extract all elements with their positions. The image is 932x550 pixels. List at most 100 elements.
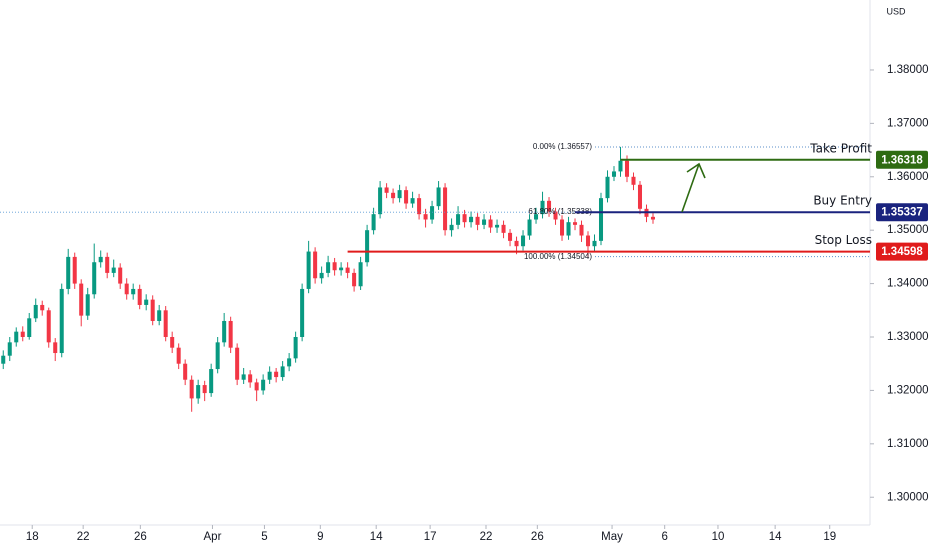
candle-body bbox=[534, 214, 539, 220]
candle-body bbox=[124, 283, 129, 295]
candle-body bbox=[261, 379, 266, 391]
candle-body bbox=[358, 262, 363, 287]
candle-body bbox=[514, 240, 519, 247]
arrow-shaft bbox=[681, 163, 700, 213]
candle-body bbox=[495, 224, 500, 228]
candle-body bbox=[202, 385, 207, 394]
candle-body bbox=[449, 224, 454, 231]
candle-body bbox=[254, 382, 259, 391]
candle-body bbox=[391, 192, 396, 199]
candle-body bbox=[53, 342, 58, 354]
x-tick-label: 22 bbox=[77, 531, 90, 543]
x-tick-label: 19 bbox=[823, 531, 836, 543]
candle-body bbox=[404, 190, 409, 204]
x-tick-label: 6 bbox=[661, 531, 667, 543]
x-tick-label: Apr bbox=[204, 531, 222, 543]
x-tick-label: 10 bbox=[712, 531, 725, 543]
candle-body bbox=[176, 347, 181, 364]
candle-body bbox=[20, 331, 25, 338]
x-tick-label: 9 bbox=[317, 531, 323, 543]
candle-body bbox=[7, 342, 12, 356]
level-name: Take Profit bbox=[809, 141, 872, 155]
candle-body bbox=[326, 262, 331, 273]
candle-body bbox=[443, 187, 448, 231]
x-tick-label: 22 bbox=[480, 531, 493, 543]
candle-body bbox=[585, 235, 591, 247]
candle-body bbox=[137, 288, 142, 305]
candle-body bbox=[274, 371, 279, 378]
candle-body bbox=[267, 371, 272, 380]
candle-body bbox=[293, 337, 298, 359]
candle-body bbox=[85, 294, 90, 316]
candle-body bbox=[637, 184, 643, 209]
candle-body bbox=[163, 310, 168, 338]
candle-body bbox=[618, 160, 623, 172]
candle-body bbox=[228, 320, 233, 348]
candle-body bbox=[650, 216, 656, 220]
y-tick-label: 1.38000 bbox=[887, 64, 929, 76]
level-name: Buy Entry bbox=[813, 194, 872, 208]
candle-body bbox=[189, 379, 194, 399]
candle-body bbox=[33, 304, 38, 319]
candle-body bbox=[378, 187, 383, 215]
x-tick-label: 26 bbox=[531, 531, 544, 543]
candle-body bbox=[423, 214, 428, 220]
candle-body bbox=[475, 216, 480, 225]
candle-body bbox=[157, 310, 162, 321]
candle-body bbox=[540, 200, 545, 215]
candle-body bbox=[59, 288, 64, 354]
candle-body bbox=[222, 320, 227, 343]
candle-body bbox=[287, 358, 292, 367]
candle-body bbox=[280, 366, 285, 378]
price-tag-label: 1.34598 bbox=[881, 246, 923, 258]
y-tick-label: 1.34000 bbox=[887, 278, 929, 290]
candle-body bbox=[196, 385, 201, 399]
candle-body bbox=[40, 304, 45, 311]
candle-body bbox=[118, 267, 123, 284]
candle-body bbox=[605, 176, 610, 199]
candle-body bbox=[631, 176, 636, 185]
candle-body bbox=[624, 160, 630, 177]
candle-body bbox=[365, 230, 370, 263]
x-tick-label: 17 bbox=[424, 531, 437, 543]
candle-body bbox=[319, 272, 324, 279]
candle-body bbox=[215, 342, 220, 370]
candle-body bbox=[300, 288, 305, 338]
x-tick-label: 14 bbox=[370, 531, 383, 543]
arrow-head bbox=[686, 162, 706, 179]
candle-body bbox=[92, 262, 97, 295]
candle-body bbox=[339, 267, 344, 271]
candle-body bbox=[131, 288, 136, 295]
candle-body bbox=[332, 262, 337, 271]
y-tick-label: 1.31000 bbox=[887, 438, 929, 450]
candle-body bbox=[313, 251, 318, 279]
fib-label: 61.80% (1.35338) bbox=[528, 207, 592, 216]
candle-body bbox=[462, 214, 467, 223]
candle-body bbox=[170, 337, 175, 348]
candle-body bbox=[248, 374, 253, 383]
price-tag-label: 1.35337 bbox=[881, 207, 923, 219]
candle-body bbox=[456, 214, 461, 225]
candle-body bbox=[27, 318, 32, 338]
candle-body bbox=[598, 198, 604, 241]
price-tag-label: 1.36318 bbox=[881, 154, 923, 166]
candle-body bbox=[508, 232, 513, 241]
candle-body bbox=[345, 267, 350, 273]
candle-body bbox=[306, 251, 311, 289]
fib-label: 0.00% (1.36557) bbox=[533, 142, 592, 151]
candle-body bbox=[111, 267, 116, 273]
y-tick-label: 1.35000 bbox=[887, 224, 929, 236]
candle-body bbox=[144, 299, 149, 305]
level-name: Stop Loss bbox=[815, 233, 872, 247]
y-tick-label: 1.36000 bbox=[887, 171, 929, 183]
x-tick-label: 5 bbox=[261, 531, 267, 543]
candle-body bbox=[66, 256, 71, 289]
price-tag bbox=[876, 150, 928, 169]
candle-body bbox=[566, 222, 571, 236]
candle-body bbox=[384, 187, 389, 193]
candle-body bbox=[611, 171, 617, 177]
candle-body bbox=[150, 299, 155, 321]
candle-body bbox=[183, 363, 188, 380]
candle-body bbox=[1, 355, 6, 364]
